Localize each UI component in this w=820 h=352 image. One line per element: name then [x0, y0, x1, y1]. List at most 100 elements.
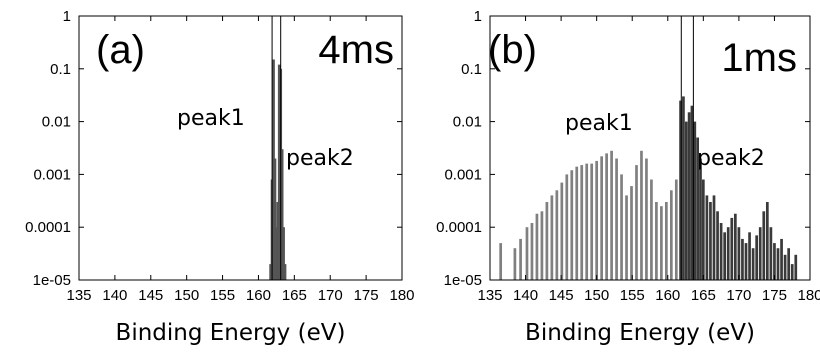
- bar: [780, 238, 783, 280]
- bar: [723, 232, 727, 280]
- bar: [560, 182, 564, 280]
- bar: [748, 232, 751, 280]
- time-annotation: 1ms: [721, 36, 797, 80]
- bar: [773, 243, 776, 280]
- bar: [741, 238, 744, 280]
- bar: [730, 217, 734, 280]
- x-tick-label: 175: [762, 287, 787, 304]
- bar: [550, 195, 554, 280]
- bar: [765, 202, 769, 280]
- peak-label: peak2: [697, 146, 765, 171]
- bar: [709, 202, 712, 280]
- bar: [590, 163, 594, 280]
- y-tick-label: 1: [474, 8, 482, 25]
- x-tick-label: 170: [318, 287, 343, 304]
- bar: [762, 211, 766, 280]
- y-tick-label: 0.1: [461, 61, 482, 78]
- bar: [650, 179, 653, 280]
- bar: [669, 190, 673, 280]
- x-axis-label: Binding Energy (eV): [525, 320, 755, 346]
- x-tick-label: 150: [584, 287, 609, 304]
- x-axis-label: Binding Energy (eV): [116, 320, 346, 346]
- x-tick-label: 170: [726, 287, 751, 304]
- x-tick-label: 150: [174, 287, 199, 304]
- x-tick-label: 160: [655, 287, 680, 304]
- bar: [615, 158, 618, 280]
- bar: [705, 195, 709, 280]
- bar: [499, 243, 503, 280]
- panel-a: 135 140 145 150 155 160 165 170 175 180 1 0.1 0.01 0.…: [25, 8, 414, 346]
- peak-label: peak1: [177, 106, 245, 131]
- x-tick-label: 140: [102, 287, 127, 304]
- bar: [794, 254, 798, 280]
- bar: [693, 121, 697, 280]
- plot-frame: [489, 15, 811, 281]
- bar: [719, 223, 723, 280]
- bar: [280, 149, 284, 280]
- y-tick-label: 0.1: [50, 61, 71, 78]
- bar: [682, 96, 685, 281]
- x-tick-label: 165: [691, 287, 716, 304]
- bar: [605, 153, 608, 280]
- panel-label: (a): [96, 28, 145, 72]
- bar: [625, 195, 628, 280]
- bar: [630, 186, 633, 280]
- x-tick-label: 180: [389, 287, 414, 304]
- y-tick-label: 0.001: [444, 166, 482, 183]
- bar: [716, 211, 719, 280]
- bar: [519, 238, 522, 280]
- bar: [687, 112, 691, 280]
- x-tick-label: 175: [354, 287, 379, 304]
- bar: [787, 248, 791, 280]
- bar: [545, 202, 549, 280]
- y-tick-label: 1e-05: [444, 272, 482, 289]
- bar: [769, 227, 773, 280]
- bar: [575, 166, 579, 280]
- bar: [679, 100, 682, 280]
- bar: [674, 179, 678, 280]
- bar: [555, 190, 559, 280]
- bar: [635, 165, 638, 280]
- bar: [282, 227, 285, 280]
- bar: [276, 202, 280, 280]
- x-tick-label: 145: [138, 287, 163, 304]
- bar: [600, 156, 603, 280]
- bar: [744, 243, 748, 280]
- peak-label: peak2: [286, 146, 354, 171]
- bar: [585, 163, 589, 280]
- bar: [580, 165, 584, 280]
- bar: [690, 105, 694, 280]
- bar: [540, 211, 544, 280]
- x-tick-label: 180: [797, 287, 820, 304]
- bar: [595, 160, 599, 280]
- bar: [684, 121, 688, 280]
- plot-frame: [78, 15, 403, 281]
- bar: [273, 158, 277, 280]
- bar: [283, 264, 287, 280]
- bar: [272, 59, 275, 280]
- x-tick-label: 135: [477, 287, 502, 304]
- bar: [610, 150, 613, 280]
- bar: [275, 227, 278, 280]
- bar: [737, 227, 741, 280]
- panel-label: (b): [488, 28, 537, 72]
- bar: [733, 213, 737, 280]
- y-tick-label: 0.01: [42, 114, 71, 131]
- x-tick-label: 165: [282, 287, 307, 304]
- panel-b: 135 140 145 150 155 160 165 170 175 180 1 0.1 0.01 0.…: [436, 8, 820, 346]
- bar: [758, 227, 762, 280]
- y-tick-label: 0.0001: [436, 219, 482, 236]
- bar: [645, 158, 648, 280]
- x-tick-label: 155: [620, 287, 645, 304]
- bar: [513, 248, 517, 280]
- bar: [755, 235, 759, 280]
- bar: [535, 213, 539, 280]
- bar: [751, 248, 755, 280]
- y-tick-label: 1: [63, 8, 71, 25]
- bar: [660, 206, 663, 280]
- bar: [776, 248, 780, 280]
- bar: [701, 179, 705, 280]
- y-tick-label: 1e-05: [33, 272, 71, 289]
- x-tick-label: 160: [246, 287, 271, 304]
- x-tick-label: 135: [66, 287, 91, 304]
